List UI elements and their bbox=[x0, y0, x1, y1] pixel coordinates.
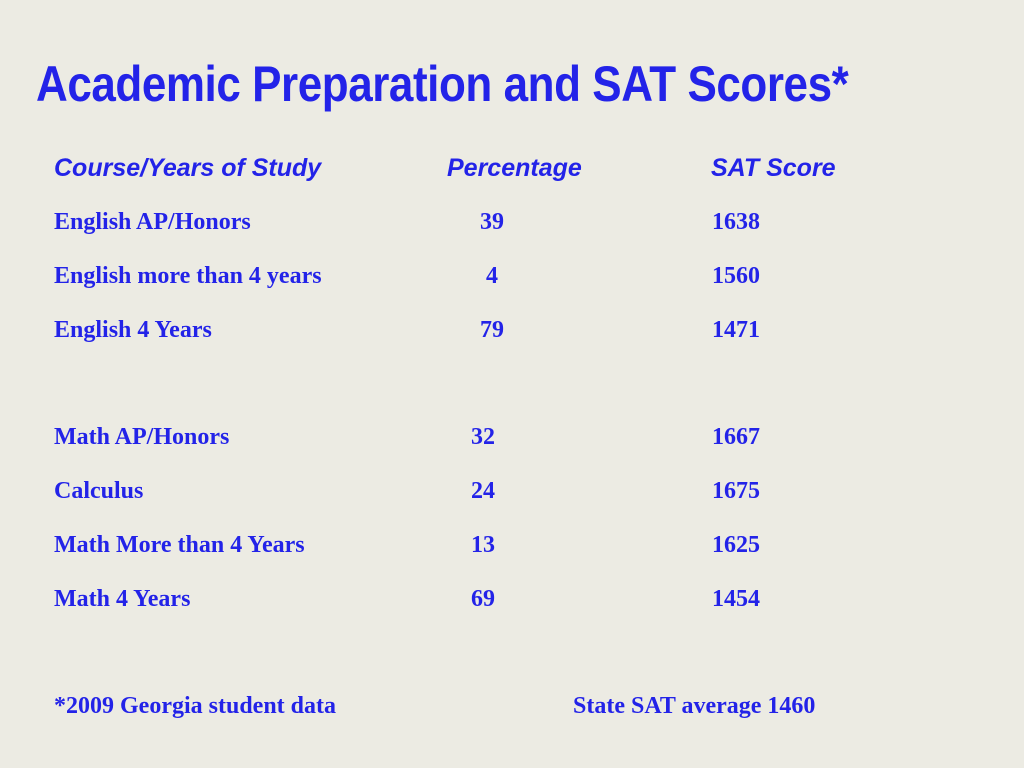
sat-score-cell: 1675 bbox=[712, 478, 760, 504]
percentage-cell: 69 bbox=[471, 586, 495, 612]
course-cell: Math AP/Honors bbox=[54, 424, 230, 450]
course-cell: English more than 4 years bbox=[54, 263, 322, 289]
sat-score-cell: 1471 bbox=[712, 317, 760, 343]
percentage-cell: 4 bbox=[486, 263, 498, 289]
percentage-cell: 79 bbox=[480, 317, 504, 343]
percentage-cell: 39 bbox=[480, 209, 504, 235]
sat-score-cell: 1638 bbox=[712, 209, 760, 235]
header-percentage: Percentage bbox=[447, 154, 582, 182]
course-cell: Calculus bbox=[54, 478, 144, 504]
sat-score-cell: 1454 bbox=[712, 586, 760, 612]
slide-title: Academic Preparation and SAT Scores* bbox=[36, 56, 849, 112]
source-note: *2009 Georgia student data bbox=[54, 693, 336, 719]
course-cell: Math 4 Years bbox=[54, 586, 191, 612]
course-cell: English 4 Years bbox=[54, 317, 212, 343]
percentage-cell: 13 bbox=[471, 532, 495, 558]
sat-score-cell: 1625 bbox=[712, 532, 760, 558]
course-cell: English AP/Honors bbox=[54, 209, 251, 235]
state-average-note: State SAT average 1460 bbox=[573, 693, 816, 719]
sat-score-cell: 1667 bbox=[712, 424, 760, 450]
percentage-cell: 24 bbox=[471, 478, 495, 504]
sat-score-cell: 1560 bbox=[712, 263, 760, 289]
percentage-cell: 32 bbox=[471, 424, 495, 450]
header-sat-score: SAT Score bbox=[711, 154, 836, 182]
course-cell: Math More than 4 Years bbox=[54, 532, 305, 558]
header-course: Course/Years of Study bbox=[54, 154, 322, 182]
